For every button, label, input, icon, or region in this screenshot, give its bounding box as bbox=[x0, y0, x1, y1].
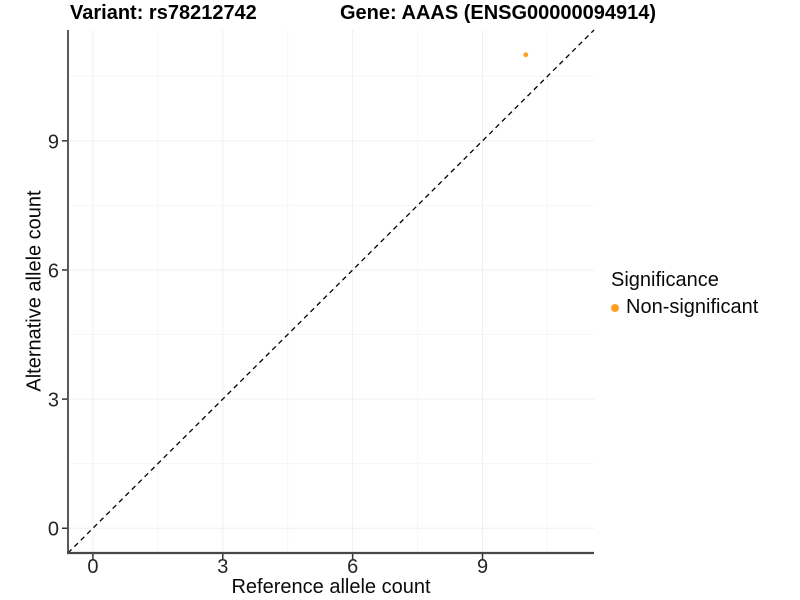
grid-major-lines bbox=[68, 30, 594, 553]
plot-title-gene: Gene: AAAS (ENSG00000094914) bbox=[340, 2, 657, 24]
x-axis-title: Reference allele count bbox=[231, 576, 431, 598]
x-tick-label: 0 bbox=[87, 556, 98, 578]
y-axis-title: Alternative allele count bbox=[23, 190, 46, 392]
x-tick-label: 9 bbox=[477, 556, 488, 578]
y-tick-label: 9 bbox=[48, 131, 59, 153]
legend-title: Significance bbox=[611, 269, 719, 291]
legend-marker-dot-icon bbox=[611, 303, 619, 312]
legend: Significance Non-significant bbox=[611, 269, 758, 319]
legend-item: Non-significant bbox=[611, 296, 758, 319]
x-tick-label: 3 bbox=[217, 556, 228, 578]
data-points bbox=[523, 52, 529, 58]
data-point bbox=[523, 52, 529, 58]
legend-item-label: Non-significant bbox=[626, 296, 759, 318]
grid-minor-lines bbox=[68, 30, 594, 553]
x-tick-label: 6 bbox=[347, 556, 358, 578]
axis-tick-marks bbox=[62, 140, 484, 559]
axis-tick-labels: 0 3 6 9 0 3 6 9 bbox=[48, 131, 488, 578]
identity-reference-line bbox=[67, 29, 595, 554]
axis-lines bbox=[67, 30, 594, 555]
identity-line bbox=[67, 29, 595, 554]
plot-title-variant: Variant: rs78212742 bbox=[70, 2, 257, 24]
y-tick-label: 3 bbox=[48, 390, 59, 412]
y-tick-label: 6 bbox=[48, 260, 59, 282]
y-tick-label: 0 bbox=[48, 519, 59, 541]
